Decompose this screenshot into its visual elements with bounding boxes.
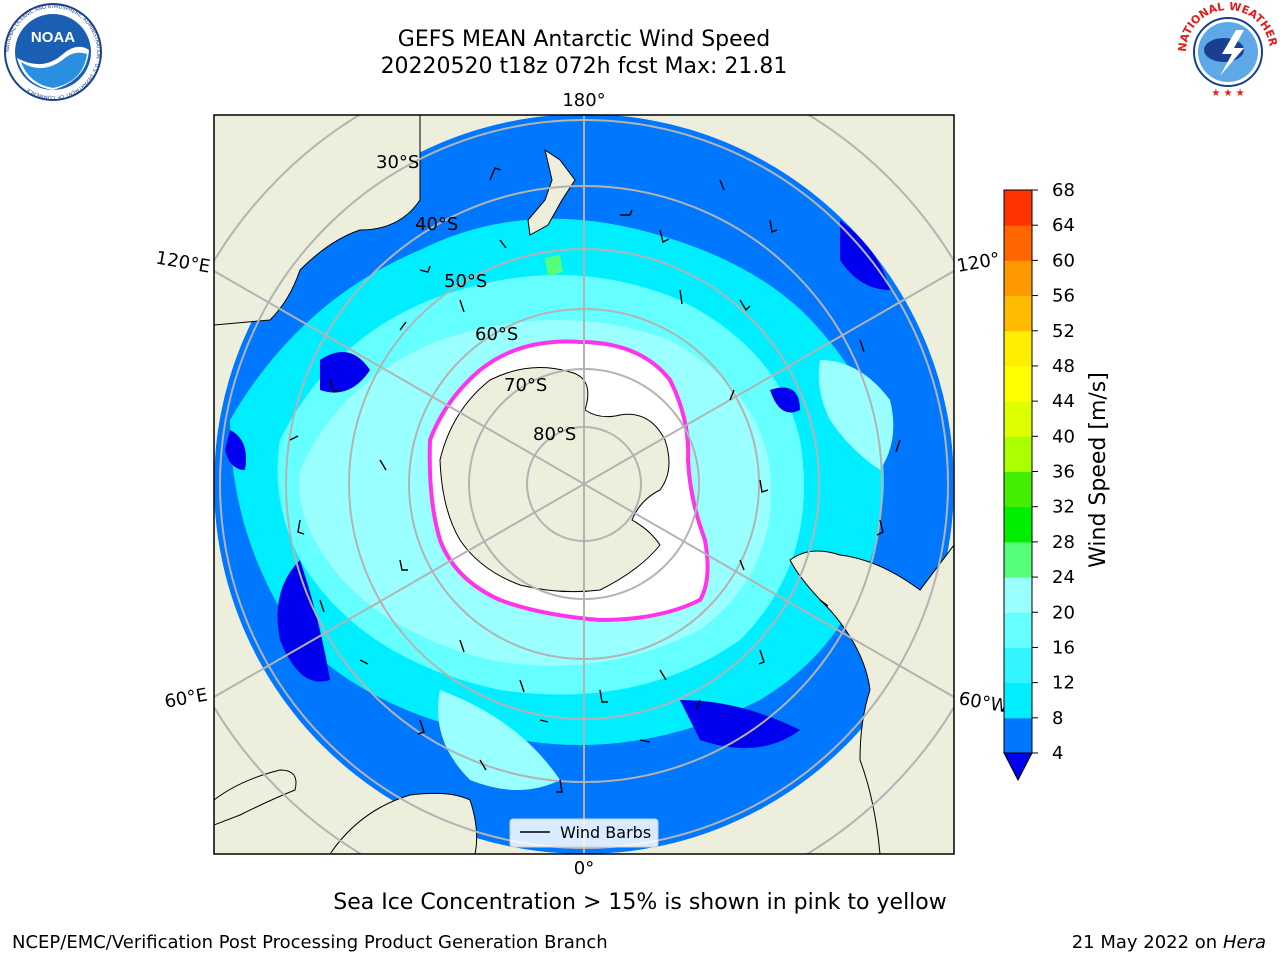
lon-label-0: 0° — [574, 858, 594, 879]
colorbar-tick-label: 16 — [1052, 637, 1075, 658]
colorbar-segment — [1004, 682, 1032, 719]
map-legend: Wind Barbs — [509, 818, 659, 848]
footer-date-text: 21 May 2022 on — [1071, 932, 1218, 953]
colorbar-tick-label: 60 — [1052, 250, 1075, 271]
colorbar-segment — [1004, 436, 1032, 472]
colorbar-segment — [1004, 225, 1032, 261]
colorbar-tick-label: 8 — [1052, 708, 1063, 729]
wind-barbs — [289, 167, 901, 793]
noaa-logo: NOAA NATIONAL OCEANIC AND ATMOSPHERIC AD… — [4, 3, 102, 101]
colorbar-segment — [1004, 577, 1032, 613]
colorbar-segment — [1004, 506, 1032, 543]
colorbar-tick-label: 36 — [1052, 462, 1075, 483]
lon-label-120e: 120°E — [154, 247, 212, 277]
colorbar-tick-label: 48 — [1052, 356, 1075, 377]
colorbar-segment — [1004, 330, 1032, 367]
colorbar-segment — [1004, 190, 1032, 226]
colorbar-label: Wind Speed [m/s] — [1086, 372, 1111, 568]
colorbar-segment — [1004, 717, 1032, 754]
map-subtitle: 20220520 t18z 072h fcst Max: 21.81 — [380, 54, 788, 79]
lat-label-80s: 80°S — [533, 424, 576, 445]
lat-label-70s: 70°S — [504, 375, 547, 396]
new-zealand — [527, 148, 576, 236]
colorbar-tick-label: 56 — [1052, 286, 1075, 307]
colorbar-tick-label: 12 — [1052, 673, 1075, 694]
lon-label-60w: 60°W — [957, 688, 1010, 717]
footer-date: 21 May 2022 on Hera — [1072, 932, 1266, 953]
footer-organization: NCEP/EMC/Verification Post Processing Pr… — [12, 932, 608, 953]
colorbar-segment — [1004, 295, 1032, 332]
colorbar-segment — [1004, 471, 1032, 508]
lat-label-60s: 60°S — [475, 324, 518, 345]
lat-label-30s: 30°S — [376, 152, 419, 173]
lat-label-50s: 50°S — [444, 271, 487, 292]
colorbar-tick-label: 4 — [1052, 743, 1063, 764]
colorbar-segment — [1004, 541, 1032, 578]
map-title: GEFS MEAN Antarctic Wind Speed — [397, 27, 771, 52]
lon-label-120w: 120° — [955, 249, 1001, 277]
footer-host: Hera — [1222, 932, 1266, 953]
colorbar-segment — [1004, 401, 1032, 437]
colorbar-tick-label: 40 — [1052, 426, 1075, 447]
colorbar-segment — [1004, 260, 1032, 297]
colorbar-tick-label: 68 — [1052, 180, 1075, 201]
colorbar-tick-label: 52 — [1052, 321, 1075, 342]
antarctica — [427, 339, 710, 623]
nws-logo: NATIONAL WEATHER SERVICE ★ ★ ★ — [1178, 2, 1278, 100]
svg-text:★ ★ ★: ★ ★ ★ — [1211, 88, 1244, 99]
colorbar-tick-label: 20 — [1052, 602, 1075, 623]
colorbar-segment — [1004, 612, 1032, 648]
map-frame — [213, 114, 955, 855]
colorbar-tick-label: 24 — [1052, 567, 1075, 588]
lat-label-40s: 40°S — [415, 214, 458, 235]
sea-ice-caption: Sea Ice Concentration > 15% is shown in … — [333, 890, 947, 915]
colorbar-tick-label: 44 — [1052, 391, 1075, 412]
colorbar-tick-label: 28 — [1052, 532, 1075, 553]
south-america — [789, 544, 954, 854]
lon-label-180: 180° — [562, 90, 605, 111]
colorbar-tick-label: 32 — [1052, 497, 1075, 518]
lon-label-60e: 60°E — [163, 684, 209, 712]
colorbar-extend-triangle — [1003, 752, 1033, 782]
australia — [214, 115, 421, 326]
svg-text:NOAA: NOAA — [31, 29, 75, 46]
continents — [214, 115, 954, 854]
colorbar-tick-label: 64 — [1052, 215, 1075, 236]
madagascar — [214, 769, 297, 826]
colorbar-segment — [1004, 365, 1032, 402]
colorbar-segment — [1004, 647, 1032, 684]
graticule — [214, 115, 954, 854]
legend-label: Wind Barbs — [560, 823, 651, 842]
